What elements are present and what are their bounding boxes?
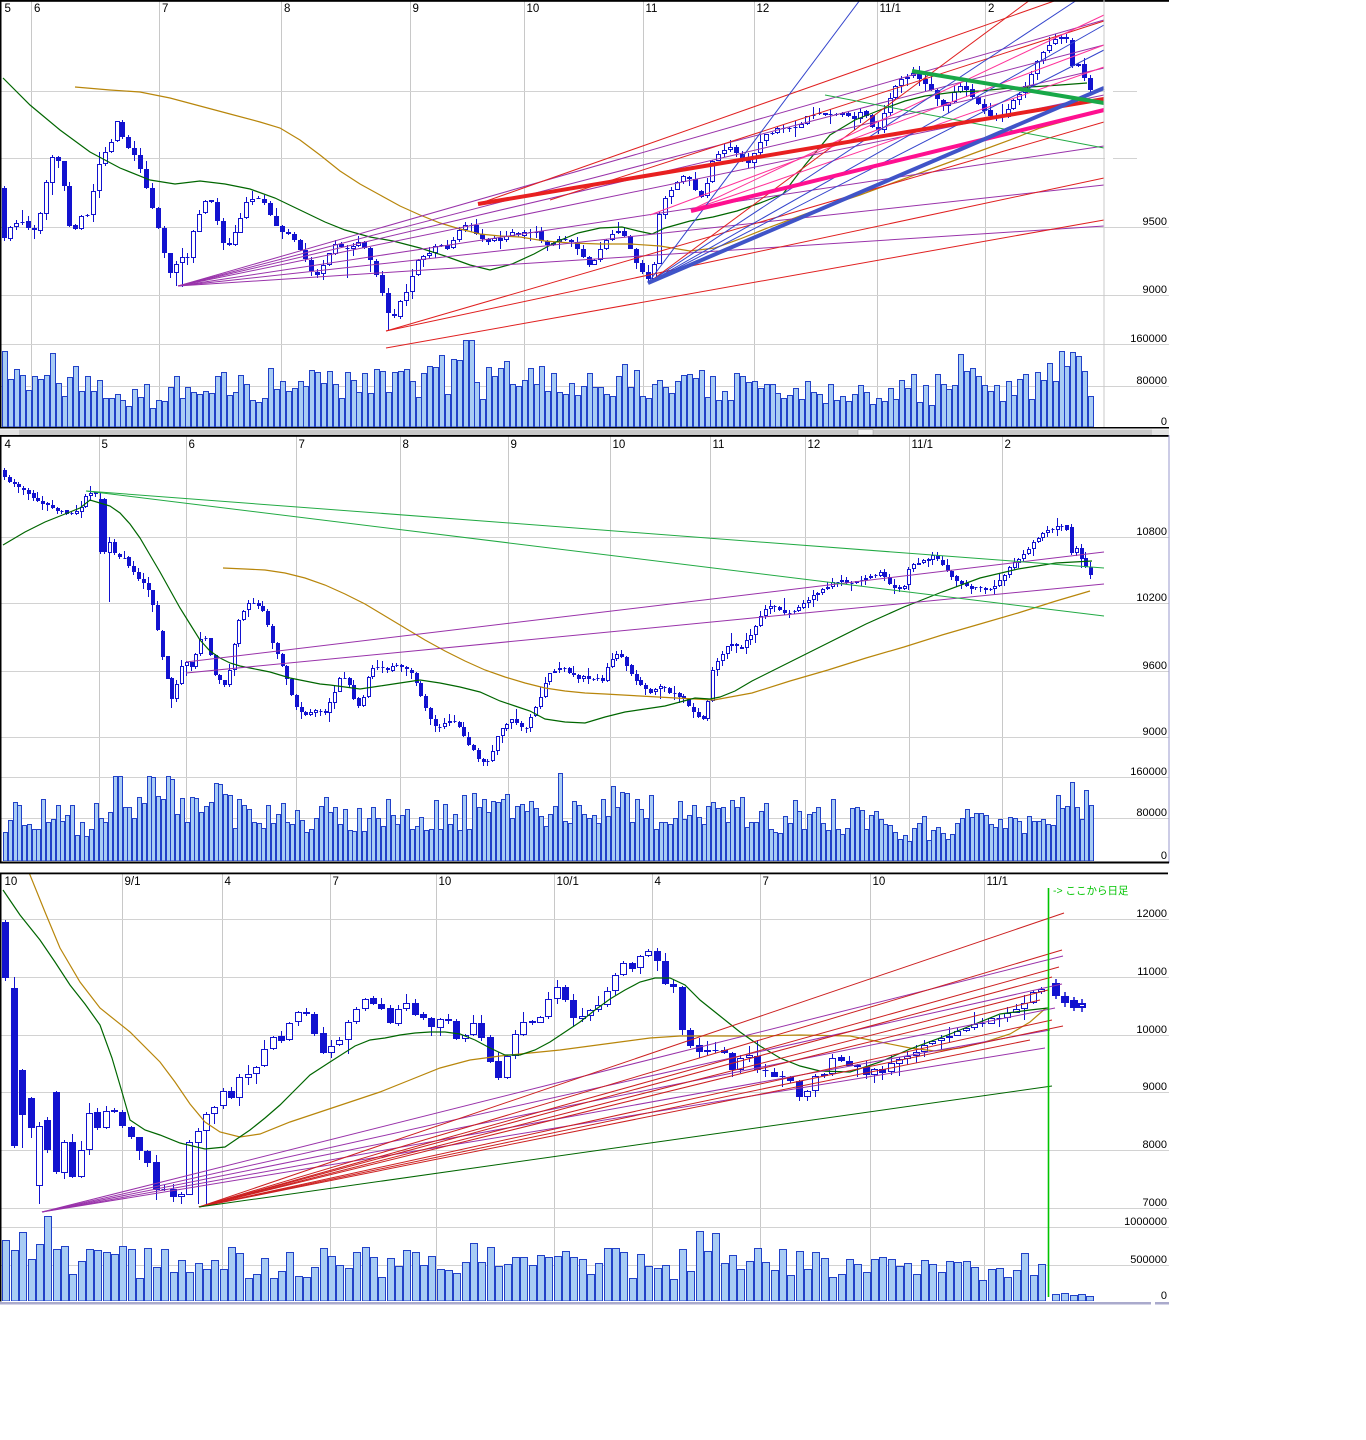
svg-text:160000: 160000 xyxy=(1130,333,1167,345)
svg-text:7: 7 xyxy=(299,439,305,451)
svg-text:0: 0 xyxy=(1161,1290,1167,1302)
svg-text:7: 7 xyxy=(763,876,769,888)
svg-text:160000: 160000 xyxy=(1130,766,1167,778)
svg-text:11/1: 11/1 xyxy=(912,439,934,451)
svg-text:9000: 9000 xyxy=(1143,1081,1167,1093)
svg-text:12: 12 xyxy=(757,3,770,15)
svg-text:8: 8 xyxy=(403,439,409,451)
svg-text:9000: 9000 xyxy=(1143,726,1167,738)
svg-text:12: 12 xyxy=(808,439,821,451)
svg-text:9500: 9500 xyxy=(1143,216,1167,228)
svg-text:8: 8 xyxy=(284,3,290,15)
svg-text:80000: 80000 xyxy=(1136,807,1167,819)
svg-text:9000: 9000 xyxy=(1143,284,1167,296)
svg-text:11/1: 11/1 xyxy=(987,876,1009,888)
svg-text:7: 7 xyxy=(333,876,339,888)
svg-text:11/1: 11/1 xyxy=(880,3,902,15)
svg-text:10800: 10800 xyxy=(1136,526,1167,538)
svg-text:4: 4 xyxy=(655,876,662,888)
svg-text:10: 10 xyxy=(527,3,540,15)
svg-text:500000: 500000 xyxy=(1130,1254,1167,1266)
svg-text:10: 10 xyxy=(873,876,886,888)
svg-text:9: 9 xyxy=(511,439,517,451)
svg-text:6: 6 xyxy=(189,439,195,451)
svg-text:10/1: 10/1 xyxy=(557,876,579,888)
svg-text:11: 11 xyxy=(713,439,725,451)
svg-text:10000: 10000 xyxy=(1136,1024,1167,1036)
svg-text:7: 7 xyxy=(162,3,168,15)
svg-text:2: 2 xyxy=(988,3,994,15)
svg-text:5: 5 xyxy=(102,439,108,451)
svg-text:11: 11 xyxy=(646,3,658,15)
svg-text:10: 10 xyxy=(439,876,452,888)
svg-text:1000000: 1000000 xyxy=(1124,1216,1167,1228)
svg-text:10: 10 xyxy=(5,876,18,888)
svg-text:10200: 10200 xyxy=(1136,592,1167,604)
svg-text:9600: 9600 xyxy=(1143,660,1167,672)
svg-text:2: 2 xyxy=(1005,439,1011,451)
svg-text:0: 0 xyxy=(1161,416,1167,428)
svg-text:0: 0 xyxy=(1161,850,1167,862)
svg-text:10: 10 xyxy=(613,439,626,451)
svg-text:6: 6 xyxy=(34,3,40,15)
svg-text:9/1: 9/1 xyxy=(125,876,141,888)
svg-text:-> ここから日足: -> ここから日足 xyxy=(1053,885,1129,897)
svg-text:8000: 8000 xyxy=(1143,1139,1167,1151)
svg-text:80000: 80000 xyxy=(1136,375,1167,387)
svg-text:7000: 7000 xyxy=(1143,1197,1167,1209)
svg-text:12000: 12000 xyxy=(1136,908,1167,920)
svg-text:9: 9 xyxy=(413,3,419,15)
svg-text:11000: 11000 xyxy=(1137,966,1167,978)
svg-text:4: 4 xyxy=(225,876,232,888)
svg-text:4: 4 xyxy=(5,439,12,451)
svg-text:5: 5 xyxy=(5,3,11,15)
